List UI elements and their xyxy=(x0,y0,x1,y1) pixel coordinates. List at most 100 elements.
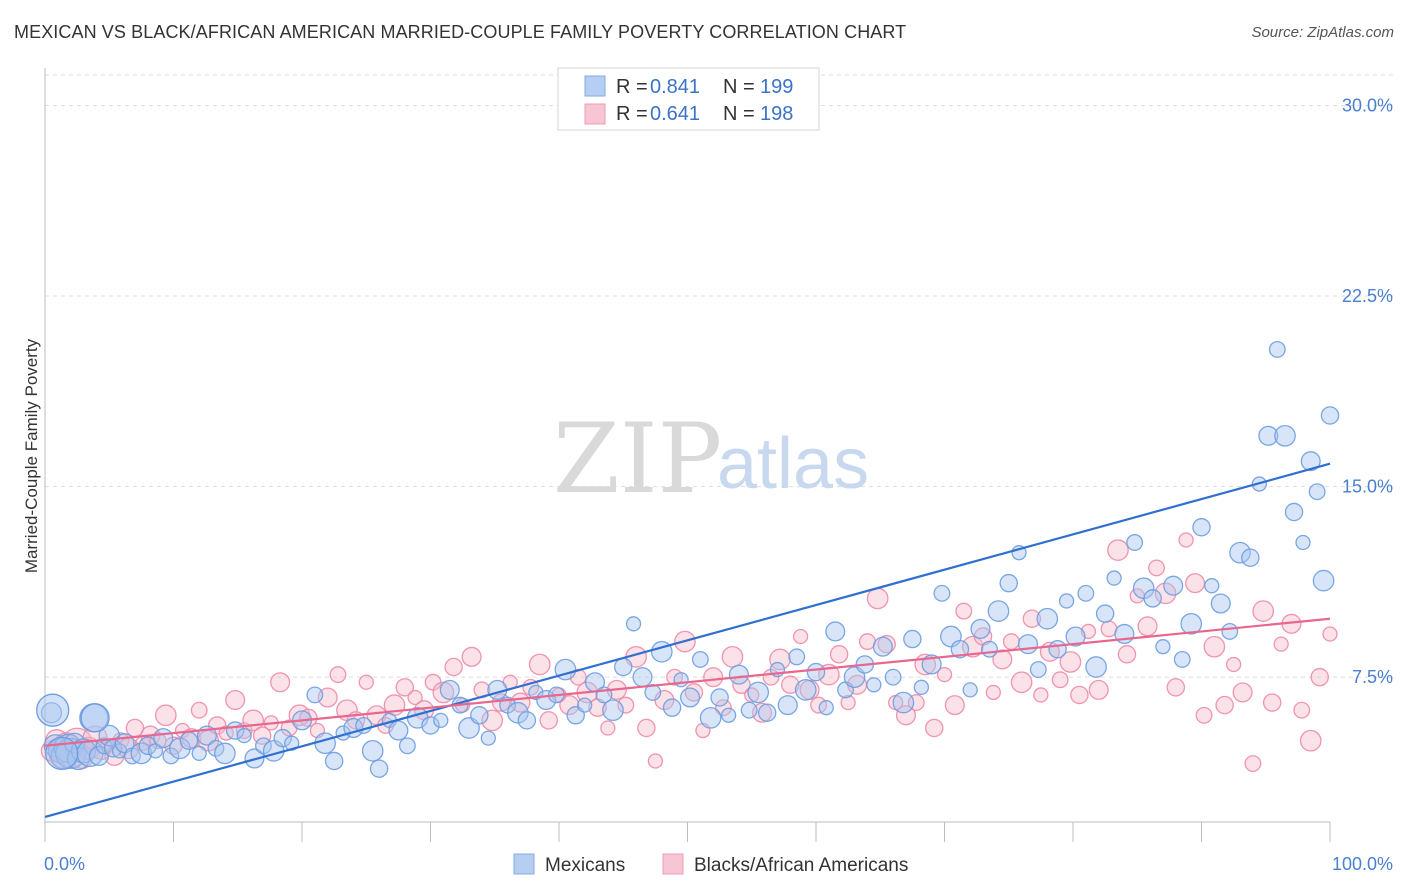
black-point xyxy=(1002,633,1020,651)
black-point xyxy=(1166,678,1186,697)
mexicans-point xyxy=(825,621,846,642)
mexicans-point xyxy=(1048,639,1067,659)
black-point xyxy=(1117,645,1137,664)
black-point xyxy=(1310,667,1329,687)
y-tick-label: 30.0% xyxy=(1342,95,1393,115)
mexicans-point xyxy=(388,720,409,741)
mexicans-point xyxy=(673,672,689,688)
black-point xyxy=(559,695,580,716)
mexicans-point xyxy=(191,745,207,762)
bottom-legend-label-mexicans: Mexicans xyxy=(545,855,625,876)
mexicans-point xyxy=(903,629,922,649)
mexicans-point xyxy=(1229,541,1251,564)
black-point xyxy=(985,684,1001,701)
x-tick-label-min: 0.0% xyxy=(44,854,85,874)
legend-r-label: R = xyxy=(616,103,648,125)
mexicans-point xyxy=(625,616,642,632)
mexicans-point xyxy=(1143,589,1162,608)
black-point xyxy=(1262,693,1282,712)
watermark: ZIP atlas xyxy=(553,403,869,515)
black-point xyxy=(721,645,744,668)
mexicans-point xyxy=(699,706,722,729)
black-point xyxy=(1059,651,1082,673)
mexicans-point xyxy=(818,700,834,716)
mexicans-point xyxy=(884,668,902,686)
black-point xyxy=(617,696,635,714)
black-point xyxy=(1022,609,1042,628)
mexicans-point xyxy=(507,701,529,724)
mexicans-point xyxy=(169,737,191,760)
mexicans-point xyxy=(728,664,749,685)
black-point xyxy=(992,649,1013,670)
black-point xyxy=(1215,695,1234,715)
mexicans-point xyxy=(1274,424,1296,447)
black-point xyxy=(481,709,504,732)
mexicans-point xyxy=(1308,483,1326,501)
mexicans-point xyxy=(1126,534,1144,551)
black-point xyxy=(1299,729,1322,752)
black-point xyxy=(1225,656,1242,673)
mexicans-point xyxy=(872,636,893,657)
black-point xyxy=(539,711,558,730)
mexicans-point xyxy=(470,706,489,725)
mexicans-point xyxy=(80,703,110,733)
black-point xyxy=(829,645,849,664)
black-point xyxy=(877,634,896,654)
mexicans-point xyxy=(398,737,416,755)
y-tick-labels: 7.5% 15.0% 22.5% 30.0% xyxy=(1342,95,1393,687)
mexicans-point xyxy=(1058,593,1075,609)
legend-n-label: N = xyxy=(723,76,755,98)
trend-line-black xyxy=(44,617,1331,747)
black-point xyxy=(781,675,800,695)
black-point xyxy=(703,667,724,688)
black-point xyxy=(769,648,791,671)
black-point xyxy=(1137,616,1158,637)
black-point xyxy=(1070,685,1089,705)
black-point xyxy=(944,695,965,716)
black-point xyxy=(528,653,551,676)
mexicans-point xyxy=(680,687,701,708)
mexicans-point xyxy=(439,679,460,700)
mexicans-point xyxy=(1258,425,1279,446)
mexicans-point xyxy=(1320,406,1340,425)
black-point xyxy=(461,646,482,667)
legend-swatch-mexicans xyxy=(584,75,606,97)
black-point xyxy=(407,689,423,706)
mexicans-point xyxy=(999,573,1019,593)
mexicans-point xyxy=(1241,548,1260,568)
black-point xyxy=(1107,539,1129,561)
mexicans-point xyxy=(1077,584,1095,602)
black-point xyxy=(1148,559,1165,577)
mexicans-point xyxy=(1036,607,1059,630)
mexicans-point xyxy=(757,703,777,722)
series-mexicans-points xyxy=(36,340,1340,778)
mexicans-point xyxy=(324,751,344,771)
legend-n-value: 198 xyxy=(760,103,793,125)
black-point xyxy=(1051,671,1069,689)
mexicans-point xyxy=(632,667,653,688)
mexicans-point xyxy=(314,732,336,755)
mexicans-point xyxy=(892,691,915,714)
trend-line-mexicans xyxy=(44,462,1331,818)
mexicans-point xyxy=(1095,604,1115,623)
bottom-legend: Mexicans Blacks/African Americans xyxy=(513,853,908,876)
mexicans-point xyxy=(421,716,440,735)
mexicans-point xyxy=(747,681,770,704)
black-point xyxy=(866,587,889,610)
black-point xyxy=(1244,755,1262,773)
y-tick-label: 22.5% xyxy=(1342,286,1393,306)
legend: R = 0.841 N = 199 R = 0.641 N = 198 xyxy=(557,67,820,131)
mexicans-point xyxy=(710,688,729,707)
black-point xyxy=(1322,626,1338,642)
mexicans-point xyxy=(962,682,978,698)
mexicans-point xyxy=(1210,593,1231,614)
mexicans-point xyxy=(36,693,70,727)
legend-r-value: 0.641 xyxy=(650,103,700,125)
mexicans-point xyxy=(369,759,389,778)
mexicans-point xyxy=(806,662,826,682)
legend-n-value: 199 xyxy=(760,76,793,98)
black-point xyxy=(1203,635,1226,658)
chart-source: Source: ZipAtlas.com xyxy=(1251,24,1394,41)
mexicans-point xyxy=(794,679,817,701)
black-point xyxy=(936,666,953,683)
